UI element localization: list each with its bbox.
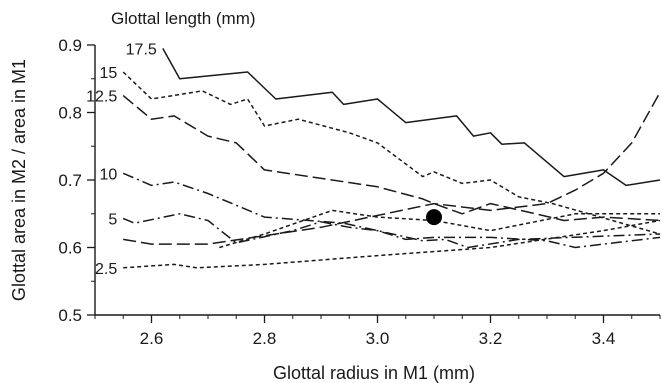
series-label: 12.5 (86, 89, 117, 106)
y-axis-label: Glottal area in M2 / area in M1 (9, 59, 29, 301)
legend-title: Glottal length (mm) (111, 9, 256, 28)
x-tick-label: 3.4 (592, 329, 616, 348)
x-tick-label: 3.2 (479, 329, 503, 348)
y-tick-label: 0.8 (58, 104, 82, 123)
series-line-2-5 (123, 219, 661, 269)
series-line-17-5 (162, 48, 661, 187)
series-label: 17.5 (126, 41, 157, 58)
series-line-5 (123, 91, 661, 245)
series-line-5 (122, 213, 661, 249)
chart-ticks: 2.6 2.8 3.0 3.2 3.4 0.5 0.6 0.7 0.8 0.9 (58, 36, 661, 348)
series-label: 5 (108, 211, 117, 228)
series-label: 2.5 (95, 261, 117, 278)
y-tick-label: 0.6 (58, 239, 82, 258)
series-line-15 (122, 71, 661, 235)
x-tick-label: 3.0 (366, 329, 390, 348)
y-tick-label: 0.9 (58, 36, 82, 55)
series-line-10 (122, 172, 661, 249)
series-label: 10 (99, 166, 117, 183)
x-tick-label: 2.6 (140, 329, 164, 348)
highlight-point (426, 209, 442, 226)
x-tick-label: 2.8 (253, 329, 277, 348)
y-tick-label: 0.7 (58, 171, 82, 190)
chart-axes (94, 45, 660, 316)
series-line-6 (219, 209, 660, 249)
x-axis-label: Glottal radius in M1 (mm) (273, 363, 475, 383)
series-label: 15 (99, 65, 117, 82)
series-labels-layer: 17.5 15 12.5 10 5 2.5 (86, 41, 157, 277)
series-layer (122, 48, 661, 269)
series-line-12-5 (122, 95, 661, 222)
y-tick-label: 0.5 (58, 306, 82, 325)
